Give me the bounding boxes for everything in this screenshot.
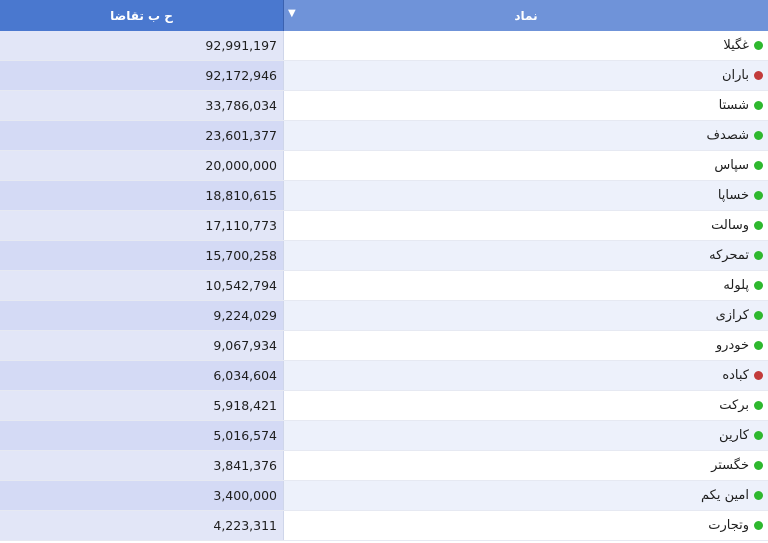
demand-volume-cell: 3,400,000 (0, 481, 284, 510)
status-dot-icon (754, 491, 763, 500)
symbol-cell[interactable]: پلوله (284, 271, 768, 300)
demand-volume-cell: 15,700,258 (0, 241, 284, 270)
status-dot-icon (754, 71, 763, 80)
status-dot-icon (754, 281, 763, 290)
table-row[interactable]: 92,991,197 غگیلا (0, 31, 768, 61)
table-row[interactable]: 6,034,604 کباده (0, 361, 768, 391)
symbol-cell[interactable]: خساپا (284, 181, 768, 210)
table-row[interactable]: 5,016,574 کارین (0, 421, 768, 451)
symbol-name: شستا (718, 98, 749, 113)
symbol-name: خساپا (717, 188, 749, 203)
symbol-name: باران (721, 68, 749, 83)
table-row[interactable]: 4,223,311 وتجارت (0, 511, 768, 541)
table-row[interactable]: 10,542,794 پلوله (0, 271, 768, 301)
demand-volume-cell: 17,110,773 (0, 211, 284, 240)
triangle-down-icon[interactable]: ▼ (288, 8, 296, 19)
symbol-name: وسالت (711, 218, 749, 233)
symbol-name: کارین (719, 428, 749, 443)
column-header-symbol[interactable]: ▼ نماد (284, 0, 768, 31)
status-dot-icon (754, 431, 763, 440)
symbol-cell[interactable]: تمحرکه (284, 241, 768, 270)
symbol-cell[interactable]: وسالت (284, 211, 768, 240)
symbol-name: خگستر (711, 458, 749, 473)
symbol-cell[interactable]: کرازی (284, 301, 768, 330)
table-row[interactable]: 33,786,034 شستا (0, 91, 768, 121)
demand-volume-cell: 18,810,615 (0, 181, 284, 210)
column-header-demand-volume[interactable]: ح ب تقاضا (0, 0, 284, 31)
demand-volume-cell: 20,000,000 (0, 151, 284, 180)
status-dot-icon (754, 41, 763, 50)
symbol-cell[interactable]: غگیلا (284, 31, 768, 60)
demand-volume-cell: 92,991,197 (0, 31, 284, 60)
demand-volume-cell: 10,542,794 (0, 271, 284, 300)
table-row[interactable]: 20,000,000 سپاس (0, 151, 768, 181)
demand-volume-cell: 5,918,421 (0, 391, 284, 420)
symbol-cell[interactable]: برکت (284, 391, 768, 420)
demand-volume-cell: 9,067,934 (0, 331, 284, 360)
table-row[interactable]: 15,700,258 تمحرکه (0, 241, 768, 271)
status-dot-icon (754, 401, 763, 410)
table-row[interactable]: 5,918,421 برکت (0, 391, 768, 421)
symbol-name: برکت (719, 398, 749, 413)
table-row[interactable]: 18,810,615 خساپا (0, 181, 768, 211)
column-header-demand-volume-label: ح ب تقاضا (110, 8, 173, 23)
symbol-cell[interactable]: خگستر (284, 451, 768, 480)
status-dot-icon (754, 521, 763, 530)
status-dot-icon (754, 101, 763, 110)
table-row[interactable]: 92,172,946 باران (0, 61, 768, 91)
symbol-name: کباده (722, 368, 749, 383)
symbol-cell[interactable]: شصدف (284, 121, 768, 150)
status-dot-icon (754, 131, 763, 140)
demand-volume-cell: 3,841,376 (0, 451, 284, 480)
status-dot-icon (754, 341, 763, 350)
table-row[interactable]: 3,841,376 خگستر (0, 451, 768, 481)
symbol-cell[interactable]: امین یکم (284, 481, 768, 510)
status-dot-icon (754, 461, 763, 470)
status-dot-icon (754, 221, 763, 230)
table-row[interactable]: 9,224,029 کرازی (0, 301, 768, 331)
symbol-name: کرازی (715, 308, 749, 323)
symbol-name: خودرو (715, 338, 749, 353)
status-dot-icon (754, 251, 763, 260)
demand-volume-cell: 5,016,574 (0, 421, 284, 450)
table-row[interactable]: 9,067,934 خودرو (0, 331, 768, 361)
demand-volume-cell: 23,601,377 (0, 121, 284, 150)
symbol-cell[interactable]: وتجارت (284, 511, 768, 540)
symbol-name: وتجارت (708, 518, 749, 533)
status-dot-icon (754, 191, 763, 200)
symbol-cell[interactable]: خودرو (284, 331, 768, 360)
table-row[interactable]: 3,400,000 امین یکم (0, 481, 768, 511)
demand-volume-cell: 9,224,029 (0, 301, 284, 330)
demand-volume-cell: 6,034,604 (0, 361, 284, 390)
demand-volume-cell: 92,172,946 (0, 61, 284, 90)
demand-volume-cell: 4,223,311 (0, 511, 284, 540)
grid-header: ح ب تقاضا ▼ نماد (0, 0, 768, 31)
table-row[interactable]: 17,110,773 وسالت (0, 211, 768, 241)
table-row[interactable]: 23,601,377 شصدف (0, 121, 768, 151)
grid-body: 92,991,197 غگیلا 92,172,946 باران 33,786,034… (0, 31, 768, 541)
symbol-name: پلوله (723, 278, 749, 293)
status-dot-icon (754, 311, 763, 320)
symbol-name: تمحرکه (709, 248, 749, 263)
symbol-cell[interactable]: سپاس (284, 151, 768, 180)
status-dot-icon (754, 161, 763, 170)
demand-volume-cell: 33,786,034 (0, 91, 284, 120)
symbol-name: غگیلا (723, 38, 749, 53)
symbol-cell[interactable]: باران (284, 61, 768, 90)
symbol-cell[interactable]: کباده (284, 361, 768, 390)
column-header-symbol-label: نماد (514, 8, 538, 23)
symbol-cell[interactable]: کارین (284, 421, 768, 450)
symbol-name: شصدف (706, 128, 749, 143)
symbol-cell[interactable]: شستا (284, 91, 768, 120)
status-dot-icon (754, 371, 763, 380)
symbol-name: سپاس (714, 158, 749, 173)
symbol-name: امین یکم (701, 488, 749, 503)
